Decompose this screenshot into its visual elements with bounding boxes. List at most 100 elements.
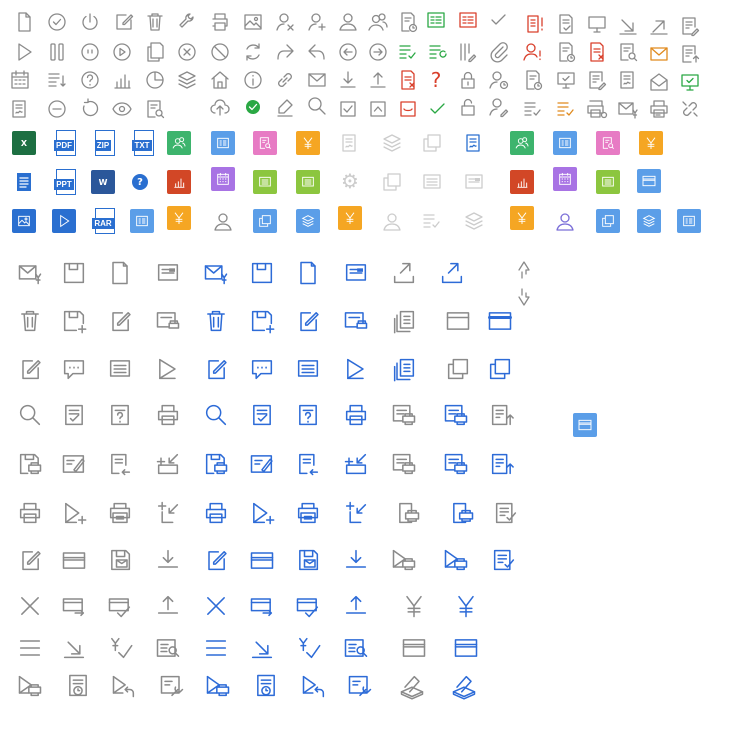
user-light-icon [380,210,404,234]
refresh-icon [241,40,265,64]
list-refresh-icon [426,40,450,64]
card-print-icon [154,307,182,335]
doc-clock-icon [521,68,545,92]
trash-icon [143,10,167,34]
chat-dots-icon [60,355,88,383]
search-icon [305,94,329,118]
arrow-down-right-icon [616,14,640,38]
trash-toolbar-blue-icon [202,307,230,335]
arrow-right-circle-icon [366,40,390,64]
file-blank-blue-icon [294,259,322,287]
yen-icon [400,592,428,620]
monitor-check-icon [554,68,578,92]
window-blue-icon [486,307,514,335]
users-icon [366,10,390,34]
doc-clock-toolbar-icon [64,672,92,700]
doc-check-3-icon [492,499,520,527]
eye-icon [110,97,134,121]
upload-tray-blue-icon [342,592,370,620]
doc-screen-blue-icon [342,259,370,287]
card-blue-icon [452,634,480,662]
unlink-icon [678,97,702,121]
file-blank-icon [106,259,134,287]
chat-dots-blue-icon [248,355,276,383]
check-circle-green-icon [241,95,265,119]
list-check-orange-icon [554,97,578,121]
question-red-icon: ? [430,68,442,92]
calculator-tile-icon [211,167,235,191]
schedule-doc-icon [396,10,420,34]
dots-circle-icon [78,40,102,64]
help-blue-icon: ? [132,174,148,190]
yen-blue-icon [452,592,480,620]
contacts-tile-icon [167,131,191,155]
sum-print-icon [390,546,418,574]
doc-check-icon [554,12,578,36]
upload-tray-icon [154,592,182,620]
checklist-light-icon [420,209,444,233]
card-arrow-blue-icon [248,592,276,620]
copy-icon [143,40,167,64]
window-stack-icon [420,131,444,155]
printer-icon [208,10,232,34]
document-blue-icon [12,170,36,194]
user-icon [336,10,360,34]
save-add-blue-icon [248,307,276,335]
check-circle-icon [45,10,69,34]
card-tile-side-icon [573,413,597,437]
file-icon [12,10,36,34]
down-right-tray-blue-icon [248,634,276,662]
lines-box-blue-icon [294,355,322,383]
presentation-tile-2-icon [510,170,534,194]
sum-add-blue-icon [248,499,276,527]
add-arrow-2-blue-icon [342,499,370,527]
edit-doc-blue-icon [294,307,322,335]
sum-doc-blue-icon [342,355,370,383]
video-tile-icon [52,209,76,233]
txt-file-icon: TXT [130,130,154,156]
stack-doc-2-icon [390,355,418,383]
menu-icon [16,634,44,662]
printer-toolbar-icon [154,401,182,429]
search-toolbar-blue-icon [202,401,230,429]
doc-remove-icon [585,40,609,64]
org-tile-2-icon [637,209,661,233]
save-print-icon [16,450,44,478]
doc-tile-green-3-icon [596,170,620,194]
arrows-down-icon [512,286,536,310]
sum-reply-blue-icon [300,672,328,700]
lock-icon [456,68,480,92]
search-tool-blue-icon [346,672,374,700]
search-tile-2-icon [596,131,620,155]
doc-clock-toolbar-blue-icon [252,672,280,700]
search-doc-toolbar-blue-icon [342,634,370,662]
list-check-icon [396,40,420,64]
lines-box-icon [106,355,134,383]
rotate-icon [78,97,102,121]
doc-tile-green-icon [253,170,277,194]
doc-tile-green-2-icon [296,170,320,194]
doc-pen-blue-icon [202,546,230,574]
org-tile-icon [296,209,320,233]
form-red-icon [456,8,480,32]
doc-check-3-blue-icon [490,546,518,574]
download-tray-blue-icon [342,546,370,574]
download-tray-icon [154,546,182,574]
checkbox-icon [336,97,360,121]
doc-back-blue-icon [294,450,322,478]
outbox-blue-icon [438,259,466,287]
sum-print-2-blue-icon [204,672,232,700]
zip-file-icon: ZIP [91,130,115,156]
form-green-icon [424,8,448,32]
image-tile-icon [12,209,36,233]
doc-question-icon [106,401,134,429]
card-check-blue-icon [294,592,322,620]
play-icon [12,40,36,64]
printer-toolbar-blue-icon [342,401,370,429]
yen-tile-4-icon [338,206,362,230]
smile-box-icon [396,97,420,121]
download-icon [336,68,360,92]
doc-info-icon [338,131,362,155]
list-tile-3-icon [130,209,154,233]
doc-upload-icon [678,42,702,66]
